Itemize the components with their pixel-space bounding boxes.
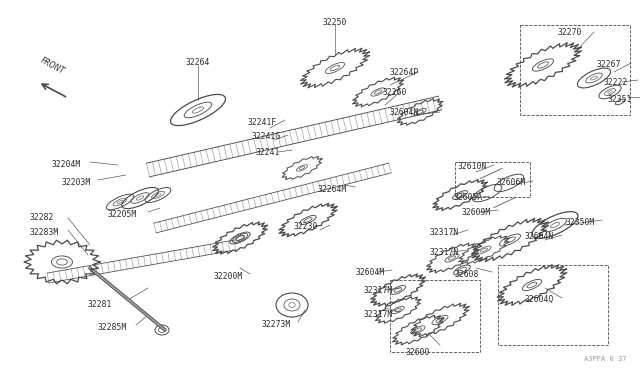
Text: 32317M: 32317M (364, 310, 393, 319)
Text: 32317N: 32317N (430, 248, 460, 257)
Text: 32260: 32260 (383, 88, 408, 97)
Text: 32230: 32230 (294, 222, 318, 231)
Text: 32273M: 32273M (262, 320, 291, 329)
Text: 32205M: 32205M (108, 210, 137, 219)
Text: 32250: 32250 (323, 18, 347, 27)
Text: 32283M: 32283M (30, 228, 60, 237)
Text: 32317M: 32317M (364, 286, 393, 295)
Bar (520, 25, 630, 115)
Text: 32351: 32351 (608, 95, 632, 104)
Text: 32604N: 32604N (525, 232, 554, 241)
Text: 32270: 32270 (558, 28, 582, 37)
Text: 32606M: 32606M (497, 178, 526, 187)
Text: 32350M: 32350M (566, 218, 595, 227)
Text: 32604N: 32604N (390, 108, 419, 117)
Text: 32604M: 32604M (356, 268, 385, 277)
Text: 32241F: 32241F (248, 118, 277, 127)
Text: 32282: 32282 (30, 213, 54, 222)
Text: 32241: 32241 (256, 148, 280, 157)
Text: 32285M: 32285M (98, 323, 127, 332)
Text: 32264: 32264 (186, 58, 210, 67)
Text: 32264P: 32264P (390, 68, 419, 77)
Bar (390, 280, 480, 352)
Text: A3PPA 0 37: A3PPA 0 37 (584, 356, 626, 362)
Text: 32317N: 32317N (430, 228, 460, 237)
Text: 32281: 32281 (88, 300, 113, 309)
Text: FRONT: FRONT (38, 56, 65, 76)
Text: 32203M: 32203M (62, 178, 92, 187)
Text: 32200M: 32200M (214, 272, 243, 281)
Text: 32264M: 32264M (318, 185, 348, 194)
Bar (498, 265, 608, 345)
Text: 32241G: 32241G (252, 132, 281, 141)
Text: 32608: 32608 (455, 270, 479, 279)
Text: 32267: 32267 (597, 60, 621, 69)
Text: 32609M: 32609M (462, 208, 492, 217)
Text: 32222: 32222 (604, 78, 628, 87)
Text: 32204M: 32204M (52, 160, 81, 169)
Text: 32605A: 32605A (454, 193, 483, 202)
Text: 32610N: 32610N (458, 162, 487, 171)
Bar (455, 162, 530, 197)
Text: 32604Q: 32604Q (525, 295, 554, 304)
Text: 32600: 32600 (406, 348, 430, 357)
